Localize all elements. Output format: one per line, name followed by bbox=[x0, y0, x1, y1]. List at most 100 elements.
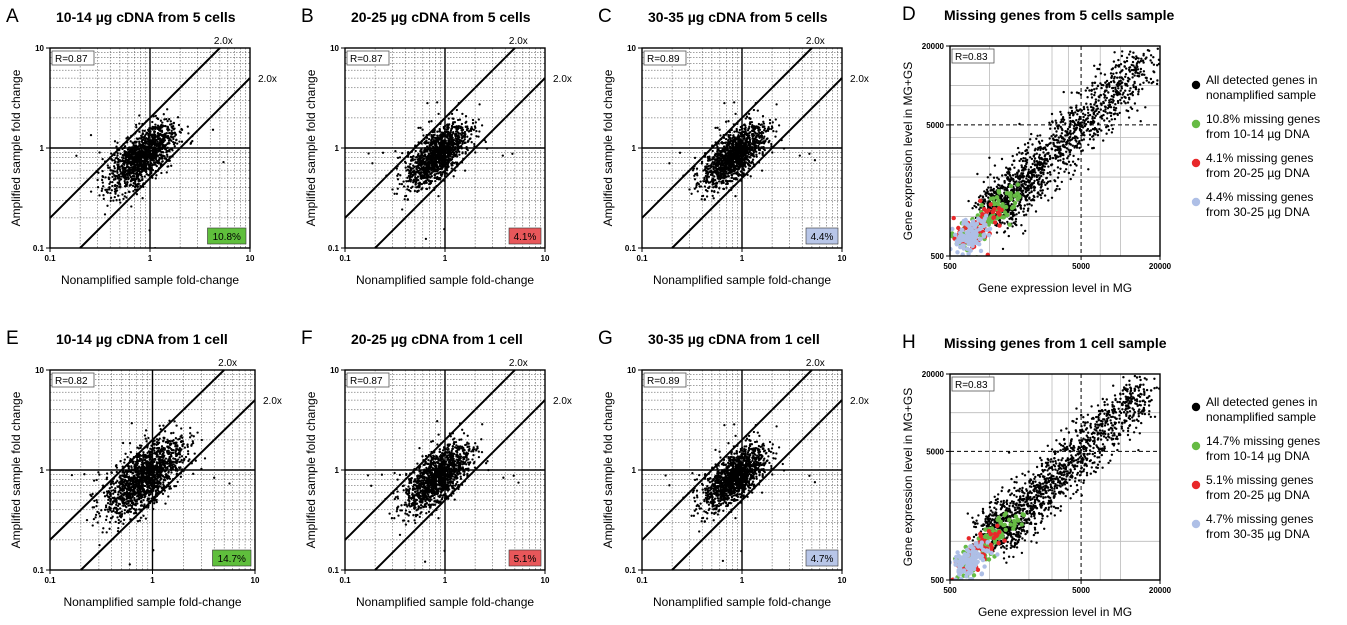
data-point bbox=[707, 175, 711, 178]
data-point bbox=[1136, 109, 1139, 112]
data-point bbox=[402, 180, 405, 183]
data-point bbox=[136, 159, 139, 163]
panel-title: Missing genes from 5 cells sample bbox=[944, 7, 1175, 23]
data-point bbox=[426, 148, 429, 151]
panel-c: C 30-35 µg cDNA from 5 cells2.0x2.0x4.4%R… bbox=[598, 6, 869, 287]
data-point bbox=[747, 112, 751, 116]
data-point bbox=[172, 137, 175, 141]
data-point bbox=[426, 178, 429, 181]
data-point bbox=[119, 201, 122, 204]
data-point bbox=[745, 133, 748, 137]
data-point bbox=[450, 135, 453, 138]
data-point bbox=[134, 163, 137, 166]
data-point bbox=[719, 165, 722, 168]
data-point bbox=[426, 174, 430, 178]
data-point bbox=[466, 135, 469, 138]
data-point bbox=[713, 190, 716, 194]
data-point bbox=[1093, 116, 1096, 120]
reference-lines bbox=[49, 47, 251, 249]
data-point bbox=[712, 197, 715, 200]
data-point bbox=[457, 134, 460, 137]
data-point bbox=[135, 193, 139, 196]
data-point bbox=[180, 127, 183, 131]
data-point bbox=[441, 148, 444, 151]
data-point bbox=[396, 174, 399, 177]
data-point bbox=[96, 178, 99, 182]
data-point bbox=[714, 163, 717, 166]
data-point bbox=[774, 118, 777, 121]
data-point bbox=[422, 176, 425, 180]
data-point bbox=[121, 193, 124, 196]
data-point bbox=[716, 126, 719, 129]
data-point bbox=[771, 151, 774, 154]
data-point bbox=[133, 148, 137, 151]
data-point bbox=[430, 179, 434, 183]
data-point bbox=[367, 152, 370, 155]
upper-2x-label: 2.0x bbox=[806, 36, 825, 47]
data-point bbox=[108, 166, 111, 169]
data-point bbox=[1024, 168, 1027, 171]
data-point bbox=[449, 131, 452, 134]
data-point bbox=[111, 172, 115, 175]
data-point bbox=[1016, 205, 1019, 208]
data-point bbox=[152, 161, 156, 164]
data-point bbox=[129, 175, 132, 179]
data-point bbox=[422, 167, 426, 170]
data-point bbox=[762, 122, 766, 125]
data-point bbox=[422, 181, 425, 185]
data-point bbox=[751, 134, 754, 137]
data-point bbox=[736, 171, 739, 174]
data-point bbox=[441, 158, 444, 162]
data-point bbox=[724, 170, 727, 173]
data-point bbox=[119, 186, 122, 189]
data-point bbox=[763, 127, 767, 130]
data-point bbox=[750, 161, 753, 165]
data-point bbox=[446, 166, 449, 169]
data-point bbox=[416, 185, 420, 189]
data-point bbox=[414, 181, 418, 184]
data-point bbox=[717, 152, 720, 155]
data-point bbox=[420, 171, 423, 174]
x-tick-label: 0.1 bbox=[636, 254, 648, 263]
data-point bbox=[434, 176, 437, 180]
data-point bbox=[412, 154, 415, 158]
data-point bbox=[146, 140, 149, 143]
data-point bbox=[128, 190, 131, 194]
data-point bbox=[757, 122, 761, 126]
data-point bbox=[152, 133, 156, 136]
data-point bbox=[118, 198, 121, 202]
data-point bbox=[170, 129, 173, 133]
data-point bbox=[166, 127, 169, 130]
data-point bbox=[111, 180, 114, 184]
data-point bbox=[140, 175, 144, 178]
y-tick-label: 0.1 bbox=[328, 244, 340, 253]
data-point bbox=[1089, 129, 1093, 132]
data-point bbox=[175, 138, 178, 141]
data-point bbox=[766, 137, 769, 140]
data-point bbox=[123, 181, 127, 185]
data-point bbox=[464, 132, 467, 136]
data-point bbox=[420, 148, 423, 151]
data-point bbox=[146, 153, 149, 156]
data-point bbox=[989, 186, 993, 189]
data-point bbox=[145, 131, 149, 134]
data-point bbox=[404, 166, 407, 169]
data-point bbox=[1025, 177, 1028, 180]
data-point bbox=[1103, 96, 1106, 99]
data-point bbox=[724, 152, 727, 155]
data-point bbox=[439, 171, 442, 174]
data-point bbox=[717, 177, 720, 180]
data-point bbox=[143, 142, 146, 145]
data-point bbox=[124, 191, 127, 195]
data-point bbox=[775, 130, 778, 133]
data-point bbox=[434, 136, 438, 140]
data-point bbox=[760, 130, 764, 134]
data-point bbox=[736, 158, 740, 161]
data-point bbox=[473, 142, 476, 146]
data-point bbox=[1082, 107, 1086, 111]
data-point bbox=[137, 183, 140, 186]
data-point bbox=[717, 175, 720, 178]
data-point bbox=[154, 125, 157, 129]
data-point bbox=[437, 158, 441, 162]
data-point bbox=[763, 135, 766, 138]
